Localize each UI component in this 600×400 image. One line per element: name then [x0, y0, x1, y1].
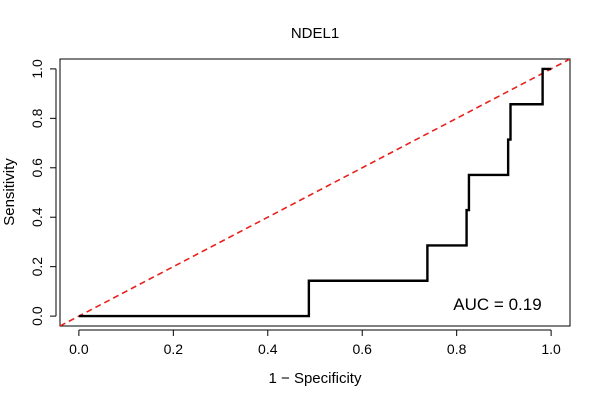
chance-line [60, 59, 570, 326]
y-axis-label: Sensitivity [1, 158, 18, 226]
y-tick-label: 0.4 [29, 207, 45, 227]
y-tick-label: 1.0 [29, 59, 45, 79]
plot-area [60, 59, 570, 326]
y-tick-label: 0.2 [29, 257, 45, 277]
y-tick-label: 0.8 [29, 108, 45, 128]
roc-curve-line [78, 67, 552, 318]
y-axis: 0.0 0.2 0.4 0.6 0.8 1.0 [29, 59, 57, 326]
y-tick-label: 0.0 [29, 306, 45, 326]
series-group [60, 59, 570, 326]
auc-annotation: AUC = 0.19 [453, 295, 541, 314]
x-tick-label: 0.0 [69, 341, 89, 357]
x-tick-label: 0.2 [164, 341, 184, 357]
annotations: AUC = 0.19 [453, 295, 541, 314]
x-tick-label: 1.0 [541, 341, 561, 357]
x-axis-label: 1 − Specificity [269, 370, 362, 387]
x-tick-label: 0.8 [447, 341, 467, 357]
x-tick-label: 0.4 [258, 341, 278, 357]
y-tick-label: 0.6 [29, 158, 45, 178]
x-tick-label: 0.6 [352, 341, 372, 357]
x-axis: 0.0 0.2 0.4 0.6 0.8 1.0 [69, 329, 561, 357]
plot-frame [59, 58, 571, 327]
chart-title: NDEL1 [291, 25, 339, 42]
